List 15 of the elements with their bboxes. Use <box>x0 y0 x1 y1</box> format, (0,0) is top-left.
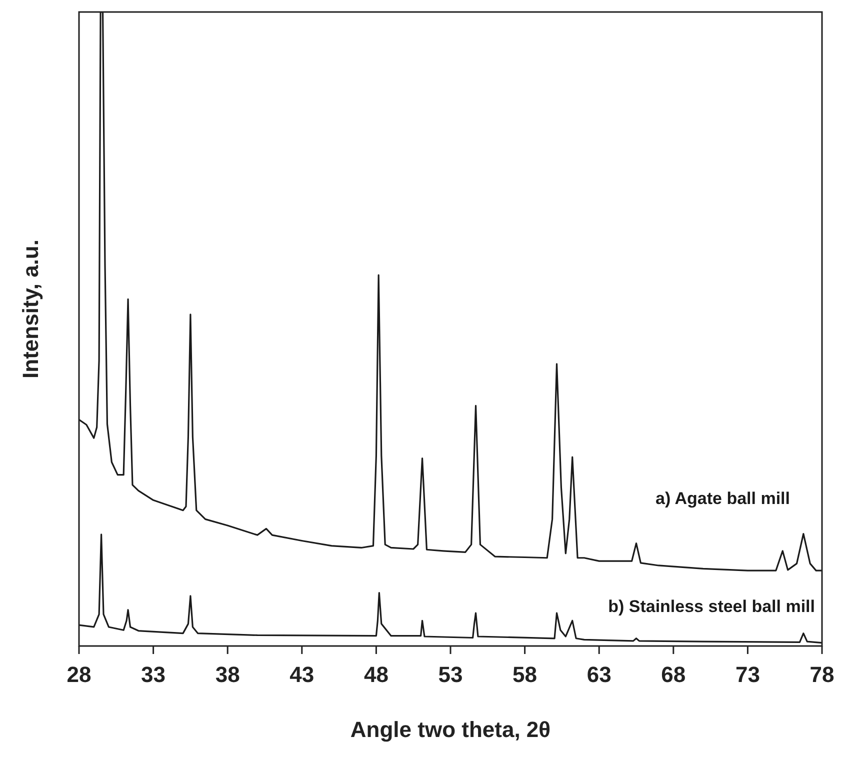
x-tick-label: 53 <box>438 662 463 687</box>
series-label: a) Agate ball mill <box>656 489 790 508</box>
x-axis-title: Angle two theta, 2θ <box>350 717 551 742</box>
series-label: b) Stainless steel ball mill <box>608 597 815 616</box>
x-tick-label: 68 <box>661 662 686 687</box>
y-axis-title: Intensity, a.u. <box>18 240 43 378</box>
x-tick-label: 48 <box>364 662 388 687</box>
x-tick-label: 58 <box>512 662 538 687</box>
x-tick-label: 28 <box>66 662 92 687</box>
x-tick-label: 63 <box>586 662 612 687</box>
x-tick-label: 38 <box>215 662 240 687</box>
x-tick-label: 43 <box>290 662 314 687</box>
x-tick-label: 73 <box>735 662 760 687</box>
x-tick-label: 33 <box>141 662 166 687</box>
x-tick-label: 78 <box>810 662 834 687</box>
